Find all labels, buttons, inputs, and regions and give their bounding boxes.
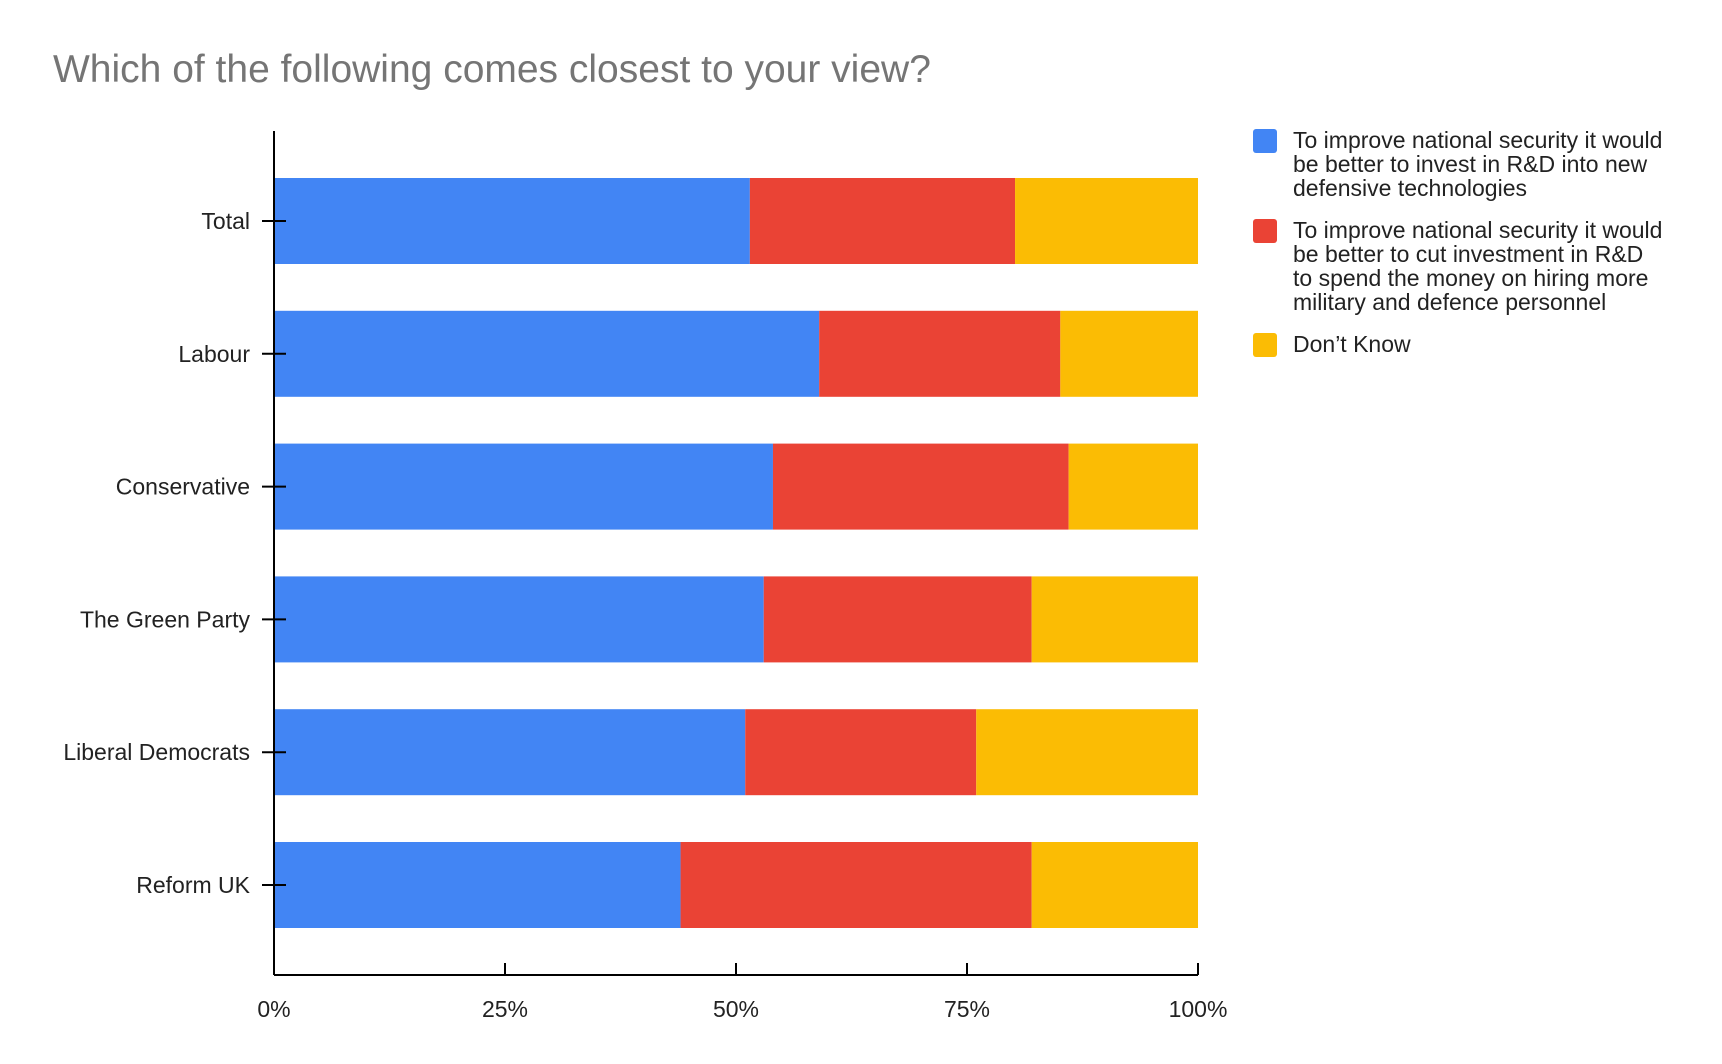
x-tick-label: 25% <box>482 996 528 1022</box>
y-tick-label: Liberal Democrats <box>63 739 250 765</box>
bar-segment <box>763 576 1032 663</box>
legend-swatch <box>1253 333 1277 357</box>
bar-segment <box>819 310 1061 397</box>
bar-segment <box>1031 842 1198 928</box>
legend-item: To improve national security it would be … <box>1253 128 1693 200</box>
x-tick-label: 50% <box>713 996 759 1022</box>
legend-swatch <box>1253 129 1277 153</box>
legend-swatch <box>1253 219 1277 243</box>
bar-segment <box>274 443 773 530</box>
bar-segment <box>772 443 1069 530</box>
legend-label: To improve national security it would be … <box>1293 217 1663 315</box>
bar-segment <box>1068 443 1198 530</box>
y-tick-label: Labour <box>178 341 250 367</box>
y-tick-label: Total <box>201 208 250 234</box>
legend-item: To improve national security it would be … <box>1253 218 1693 314</box>
bar-segment <box>745 709 977 796</box>
bar-segment <box>274 842 681 928</box>
legend-label: Don’t Know <box>1293 331 1411 357</box>
bar-segment <box>274 178 750 264</box>
y-tick-label: Conservative <box>116 474 250 500</box>
legend-item: Don’t Know <box>1253 332 1693 357</box>
y-tick-label: Reform UK <box>136 872 250 898</box>
legend-label: To improve national security it would be … <box>1293 127 1663 201</box>
bar-segment <box>274 310 820 397</box>
bar-segment <box>274 709 746 796</box>
bar-segment <box>1060 310 1198 397</box>
bar-segment <box>274 576 764 663</box>
bar-segment <box>976 709 1198 796</box>
chart-title: Which of the following comes closest to … <box>53 48 931 91</box>
bar-segment <box>749 178 1016 264</box>
y-tick-label: The Green Party <box>80 606 251 632</box>
bar-segment <box>1015 178 1198 264</box>
x-tick-label: 0% <box>257 996 290 1022</box>
bar-segment <box>1031 576 1198 663</box>
legend: To improve national security it would be … <box>1253 128 1693 375</box>
bar-segment <box>680 842 1032 928</box>
x-tick-label: 75% <box>944 996 990 1022</box>
x-tick-label: 100% <box>1169 996 1228 1022</box>
